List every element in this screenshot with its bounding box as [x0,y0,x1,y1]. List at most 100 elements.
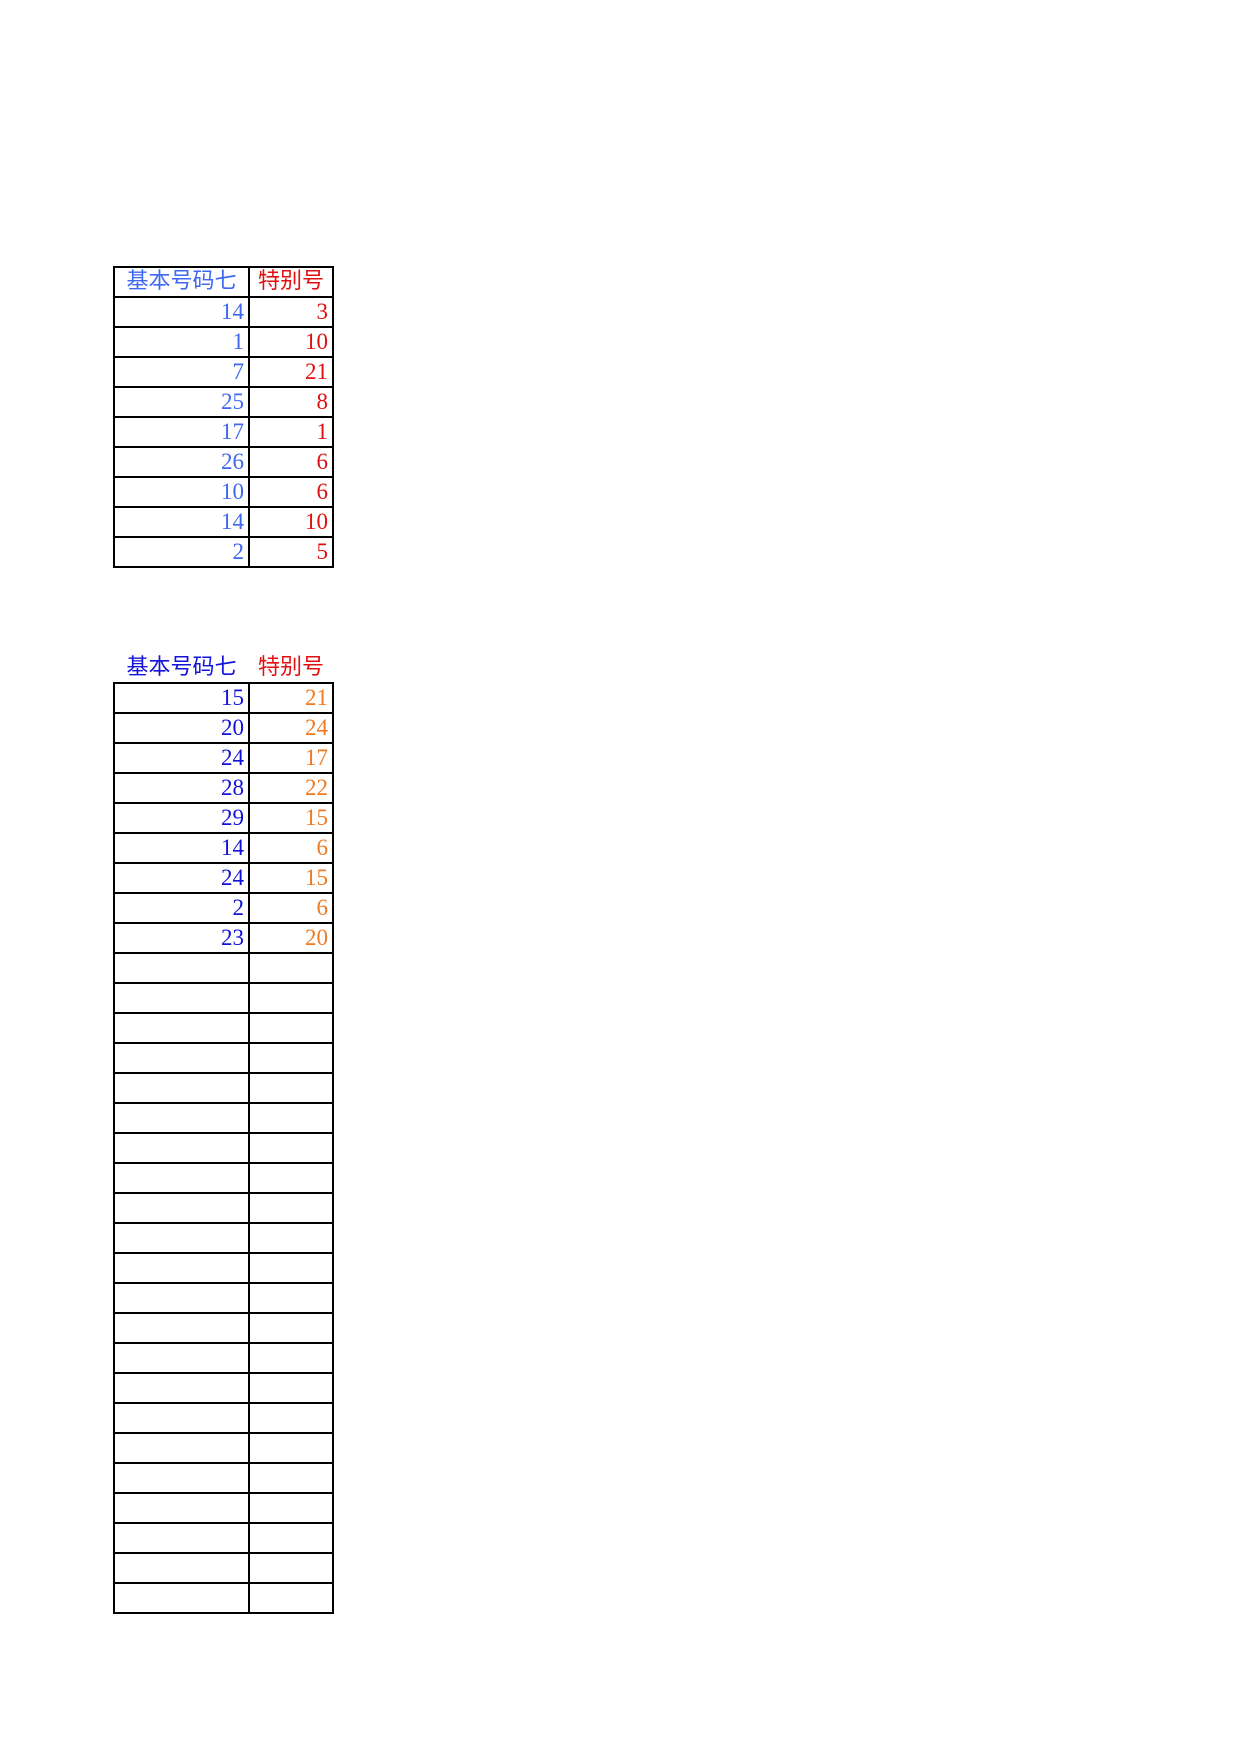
row: 14 3 [113,296,334,328]
cell: 2 [113,536,250,568]
empty-cell [113,1552,250,1584]
row: 17 1 [113,416,334,448]
empty-cell [113,1072,250,1104]
cell: 14 [113,832,250,864]
cell: 25 [113,386,250,418]
cell: 24 [248,712,334,744]
row: 10 6 [113,476,334,508]
table: 基本号码七 特别号 14 3 1 10 7 21 25 8 17 1 26 6 10 6 14 10 2 5 [113,266,334,568]
cell: 1 [113,326,250,358]
cell: 6 [248,446,334,478]
cell: 24 [113,742,250,774]
empty-row [113,1102,334,1134]
cell: 2 [113,892,250,924]
empty-row [113,1132,334,1164]
row: 24 15 [113,862,334,894]
header-cell: 特别号 [248,266,334,298]
empty-cell [248,1012,334,1044]
header-cell: 特别号 [257,655,324,680]
empty-cell [248,1102,334,1134]
empty-cell [248,1492,334,1524]
empty-row [113,1192,334,1224]
empty-row [113,1222,334,1254]
cell: 10 [248,326,334,358]
empty-cell [113,1432,250,1464]
empty-cell [248,1282,334,1314]
empty-cell [113,1282,250,1314]
cell: 14 [113,296,250,328]
empty-row [113,982,334,1014]
empty-cell [248,982,334,1014]
row: 7 21 [113,356,334,388]
header-row: 基本号码七 特别号 [113,266,334,298]
row: 26 6 [113,446,334,478]
empty-cell [248,1462,334,1494]
row: 24 17 [113,742,334,774]
cell: 15 [248,802,334,834]
empty-cell [248,1432,334,1464]
empty-cell [248,1342,334,1374]
cell: 15 [248,862,334,894]
cell: 23 [113,922,250,954]
empty-cell [113,1342,250,1374]
empty-cell [248,1042,334,1074]
empty-row [113,1012,334,1044]
empty-row [113,1072,334,1104]
empty-row [113,1582,334,1614]
cell: 6 [248,476,334,508]
empty-row [113,1552,334,1584]
empty-cell [113,1132,250,1164]
empty-cell [248,1192,334,1224]
empty-cell [113,1012,250,1044]
cell: 24 [113,862,250,894]
empty-row [113,1462,334,1494]
empty-cell [113,1222,250,1254]
cell: 20 [248,922,334,954]
empty-cell [113,982,250,1014]
empty-cell [248,1582,334,1614]
empty-cell [113,1492,250,1524]
cell: 29 [113,802,250,834]
empty-cell [113,1042,250,1074]
empty-cell [113,1102,250,1134]
cell: 3 [248,296,334,328]
row: 20 24 [113,712,334,744]
cell: 21 [248,356,334,388]
table: 基本号码七 特别号 15 21 20 24 24 17 28 22 29 15 14 6 24 15 2 6 23 2… [113,654,334,1614]
empty-cell [248,1522,334,1554]
cell: 5 [248,536,334,568]
empty-cell [113,1372,250,1404]
cell: 7 [113,356,250,388]
row: 14 10 [113,506,334,538]
header-cell: 基本号码七 [126,655,237,680]
cell: 10 [113,476,250,508]
empty-cell [113,1582,250,1614]
empty-cell [248,952,334,984]
empty-cell [113,1162,250,1194]
row: 15 21 [113,682,334,714]
row: 14 6 [113,832,334,864]
row: 29 15 [113,802,334,834]
cell: 14 [113,506,250,538]
header-row: 基本号码七 特别号 [114,654,333,683]
empty-row [113,952,334,984]
empty-row [113,1312,334,1344]
empty-cell [113,1462,250,1494]
empty-cell [248,1222,334,1254]
empty-row [113,1372,334,1404]
cell: 15 [113,682,250,714]
row: 23 20 [113,922,334,954]
row: 1 10 [113,326,334,358]
cell: 8 [248,386,334,418]
empty-cell [113,1192,250,1224]
cell: 21 [248,682,334,714]
empty-row [113,1042,334,1074]
empty-cell [248,1552,334,1584]
cell: 6 [248,892,334,924]
empty-cell [113,1252,250,1284]
empty-row [113,1522,334,1554]
empty-row [113,1432,334,1464]
